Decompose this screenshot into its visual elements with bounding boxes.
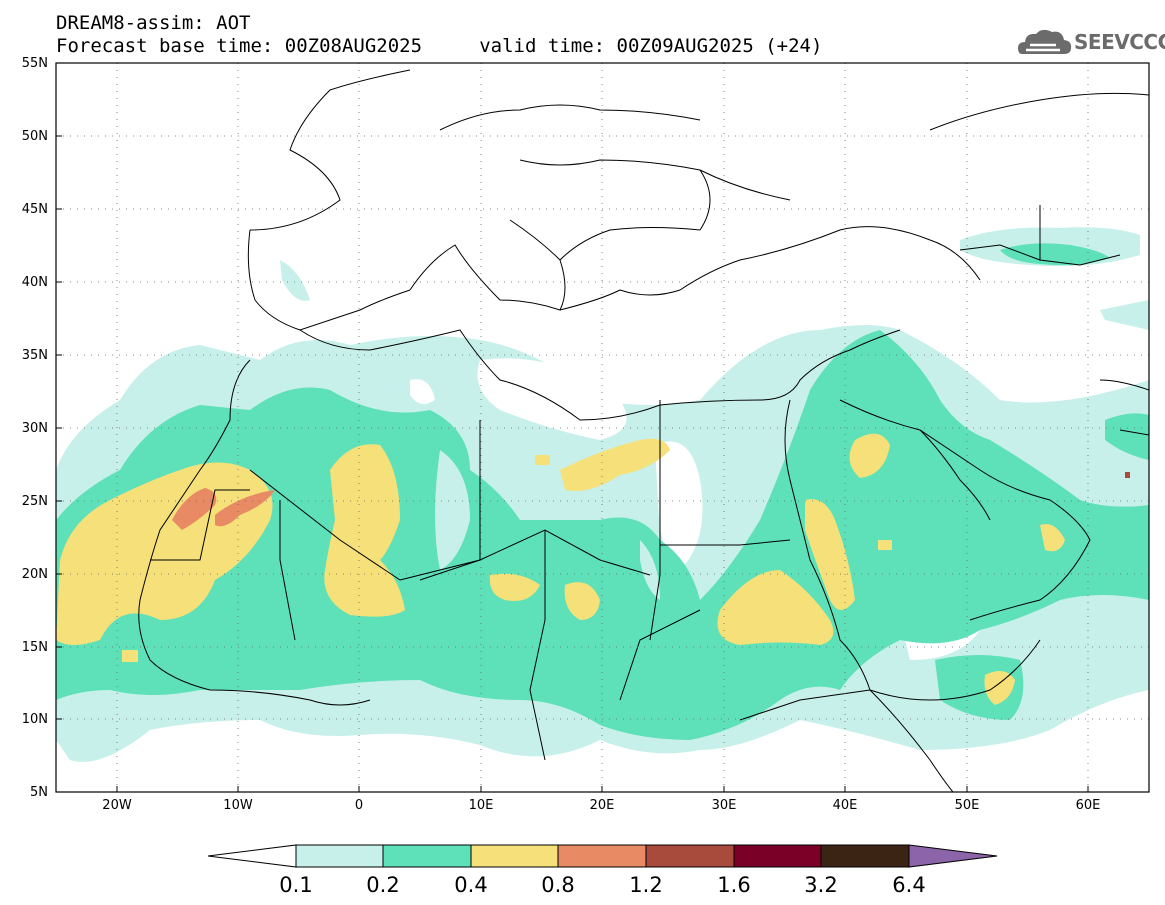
colorbar-segment-1 [295,844,384,868]
colorbar-label: 0.8 [541,873,575,897]
lat-label: 10N [21,712,48,727]
lat-label: 50N [21,129,48,144]
colorbar-segment-2 [382,844,472,868]
lon-label: 60E [1075,798,1101,813]
colorbar-segment-7 [820,844,910,868]
lon-label: 30E [711,798,737,813]
aot-shading [56,227,1149,762]
map-frame [55,62,1150,793]
lat-label: 40N [21,275,48,290]
colorbar-label: 3.2 [804,873,838,897]
colorbar-label: 0.2 [366,873,400,897]
lon-label: 10W [223,798,253,813]
chart-title: DREAM8-assim: AOT [56,12,251,34]
colorbar-segment-4 [557,844,647,868]
lat-label: 20N [21,567,48,582]
forecast-time-subtitle: Forecast base time: 00Z08AUG2025 valid t… [56,35,823,57]
lon-label: 0 [354,798,364,813]
colorbar-label: 1.6 [717,873,751,897]
grid-lines [56,63,1149,792]
lat-label: 30N [21,421,48,436]
lon-label: 40E [832,798,858,813]
lat-label: 25N [21,494,48,509]
colorbar-label: 6.4 [892,873,926,897]
coastlines-borders [138,69,1149,792]
lat-label: 15N [21,640,48,655]
logo-text: SEEVCCC [1074,30,1165,54]
lat-label: 35N [21,348,48,363]
colorbar-segment-6 [733,844,822,868]
colorbar-label: 0.4 [454,873,488,897]
cloud-logo-icon [1018,29,1072,54]
colorbar-segment-under [207,844,297,868]
lon-label: 20E [589,798,615,813]
colorbar-label: 0.1 [279,873,313,897]
lon-label: 10E [468,798,494,813]
colorbar [207,844,998,868]
lon-label: 20W [102,798,132,813]
lat-label: 55N [21,56,48,71]
lat-label: 45N [21,202,48,217]
colorbar-segment-5 [645,844,735,868]
lat-label: 5N [30,785,48,800]
colorbar-label: 1.2 [629,873,663,897]
colorbar-segment-3 [470,844,559,868]
colorbar-segment-over [908,844,998,868]
lon-label: 50E [954,798,980,813]
